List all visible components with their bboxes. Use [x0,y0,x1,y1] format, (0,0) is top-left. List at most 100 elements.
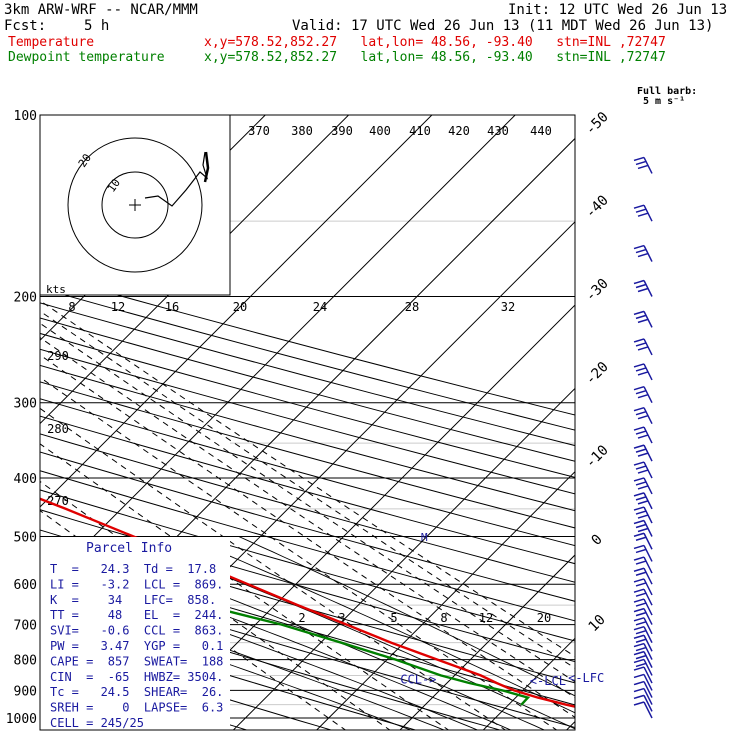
pressure-tick-300: 300 [14,397,37,412]
dewpoint-point-900 [501,689,504,692]
wind-barb-flag [633,680,645,686]
wind-barb-flag [635,448,647,453]
dry-adiabat-330 [40,489,575,642]
dry-adiabat-340 [40,470,575,622]
hodograph-kts-label: kts [46,283,66,296]
mixing-ratio-low-label-8: 8 [440,611,447,625]
isotherm--60 [40,115,516,591]
wind-barb [633,694,653,712]
dry-adiabat-320 [40,509,575,663]
parcel-info-row: K = 34 LFC= 858. [50,593,216,607]
theta-left-label-290: 290 [47,349,69,363]
wind-barb [633,634,653,652]
mixing-ratio-2 [40,509,347,730]
wind-barb-staff [643,651,653,668]
wind-barb-flag [633,556,645,561]
pressure-tick-500: 500 [14,530,37,545]
isotherm-30 [650,90,740,730]
mixing-ratio-label-20: 20 [233,300,247,314]
wind-barb [633,310,653,328]
wind-barb [633,279,653,297]
wind-barb-flag [635,208,647,213]
mixing-ratio-32 [40,300,575,658]
mixing-ratio-label-12: 12 [111,300,125,314]
hodograph-trace [144,151,209,207]
temp-label--50: -50 [583,109,612,138]
wind-barb-staff [643,556,653,574]
mixing-ratio-label-8: 8 [68,300,75,314]
wind-barb-flag [637,318,649,324]
wind-barb-flag [637,346,649,351]
wind-barb [633,673,653,691]
mixing-ratio-28 [40,310,575,669]
wind-barb-flag [637,469,649,474]
parcel-info-row: SREH = 0 LAPSE= 6.3 [50,701,223,715]
wind-barb-staff [643,688,653,705]
wind-barb-flag [635,611,647,617]
wind-barb [633,506,653,524]
mixing-ratio-label-28: 28 [405,300,419,314]
theta-left-label-280: 280 [47,422,69,436]
temperature-point-500 [132,535,135,538]
theta-label-420: 420 [448,124,470,138]
legend-dewpoint-info: x,y=578.52,852.27 lat,lon= 48.56, -93.40… [204,50,666,65]
wind-barb-flag [633,310,645,316]
wind-barb-flag [633,701,645,706]
isotherm--10 [316,470,575,730]
wind-barb-flag [633,588,645,593]
temp-label-0: 0 [589,532,606,549]
wind-barb-flag [633,363,645,368]
temp-label--30: -30 [583,276,612,305]
forecast-hour: 5 h [84,18,110,34]
mixing-ratio-12 [40,376,558,730]
wind-barb-flag [637,287,649,293]
dewpoint-point-800 [394,658,397,661]
wind-barb-flag [633,444,645,449]
hodograph-ring-label-20: 20 [76,151,94,169]
wind-barb [633,607,653,625]
wind-barb-legend: Full barb: 5 m s⁻¹ [637,86,697,107]
wind-barb [633,687,653,705]
wind-barb-flag [637,393,649,399]
wind-barb-staff [643,681,653,698]
wind-barb [633,544,653,562]
level-marker-3: <-LFC [568,671,604,685]
pressure-tick-100: 100 [14,109,37,124]
wind-barb-flag [635,548,647,554]
mixing-ratio-20 [40,337,575,699]
parcel-info-row: CIN = -65 HWBZ= 3504. [50,670,223,684]
pressure-tick-800: 800 [14,654,37,669]
parcel-info-row: Tc = 24.5 SHEAR= 26. [50,685,223,699]
dewpoint-point-875 [468,682,471,684]
wind-barb-flag [633,492,645,497]
wind-barb [633,477,653,495]
wind-barb-staff [643,567,653,585]
wind-barb-flag [637,434,649,439]
wind-barb-flag [637,212,649,217]
pressure-tick-200: 200 [14,291,37,306]
theta-label-370: 370 [248,124,270,138]
wind-barb-flag [633,338,645,343]
wind-barb-flag [633,625,645,631]
wind-barb-flag [633,385,645,391]
wind-barb-flag [635,662,647,668]
wind-barb-flag [635,389,647,395]
wind-barb [633,567,653,585]
temperature-point-600 [247,583,249,586]
isotherm-20 [566,720,575,730]
wind-barb-flag [633,477,645,482]
wind-barb-staff [643,666,653,684]
wind-barb-staff [643,588,653,606]
wind-barb-flag [633,244,645,250]
pressure-tick-900: 900 [14,684,37,699]
wind-barb-flag [633,532,645,537]
wind-barb [633,156,653,174]
pressure-tick-600: 600 [14,578,37,593]
wind-barb-flag [635,496,647,501]
wind-barb-flag [635,571,647,576]
wind-barb-flag [635,560,647,565]
temperature-point-975 [596,711,598,713]
wind-barb-flag [635,342,647,347]
theta-label-430: 430 [487,124,509,138]
